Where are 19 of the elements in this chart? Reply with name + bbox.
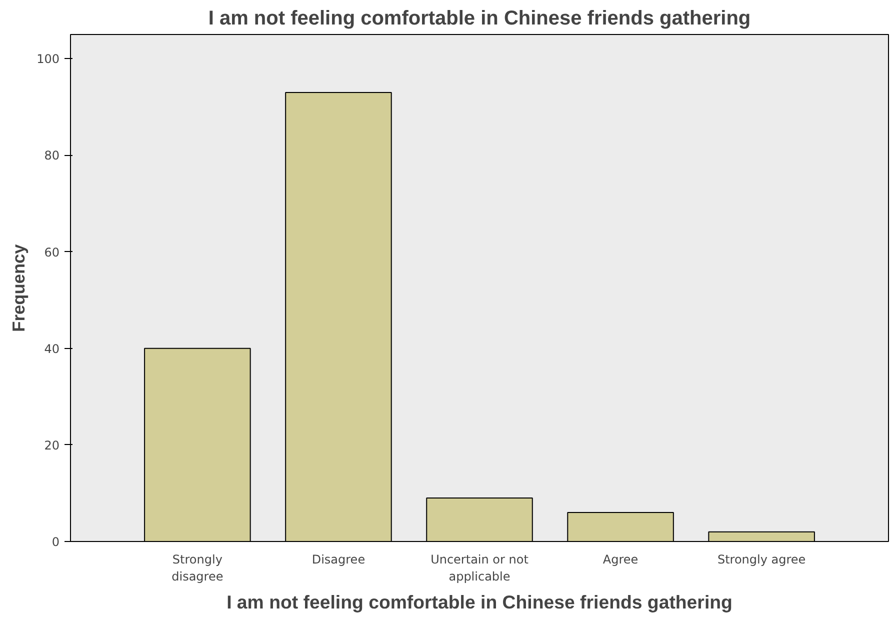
y-axis-title: Frequency — [8, 244, 29, 332]
x-tick-label: Disagree — [312, 552, 366, 566]
y-tick-label: 100 — [36, 52, 60, 66]
x-tick-label: Agree — [602, 552, 638, 566]
y-tick-label: 80 — [44, 148, 60, 163]
y-tick-label: 40 — [44, 342, 60, 356]
bar — [144, 348, 251, 542]
y-tick-label: 0 — [52, 535, 60, 549]
y-tick-label: 20 — [44, 438, 60, 452]
bar — [567, 512, 674, 542]
bar — [426, 498, 533, 542]
x-tick-label: Strongly disagree — [172, 552, 224, 584]
x-tick-label: Uncertain or not applicable — [430, 552, 529, 584]
x-axis-title: I am not feeling comfortable in Chinese friends gathering — [226, 591, 732, 612]
y-tick-label: 60 — [44, 245, 60, 260]
bar — [285, 92, 392, 542]
bar — [708, 531, 815, 542]
chart-title: I am not feeling comfortable in Chinese friends gathering — [208, 8, 751, 30]
x-tick-label: Strongly agree — [717, 552, 806, 566]
